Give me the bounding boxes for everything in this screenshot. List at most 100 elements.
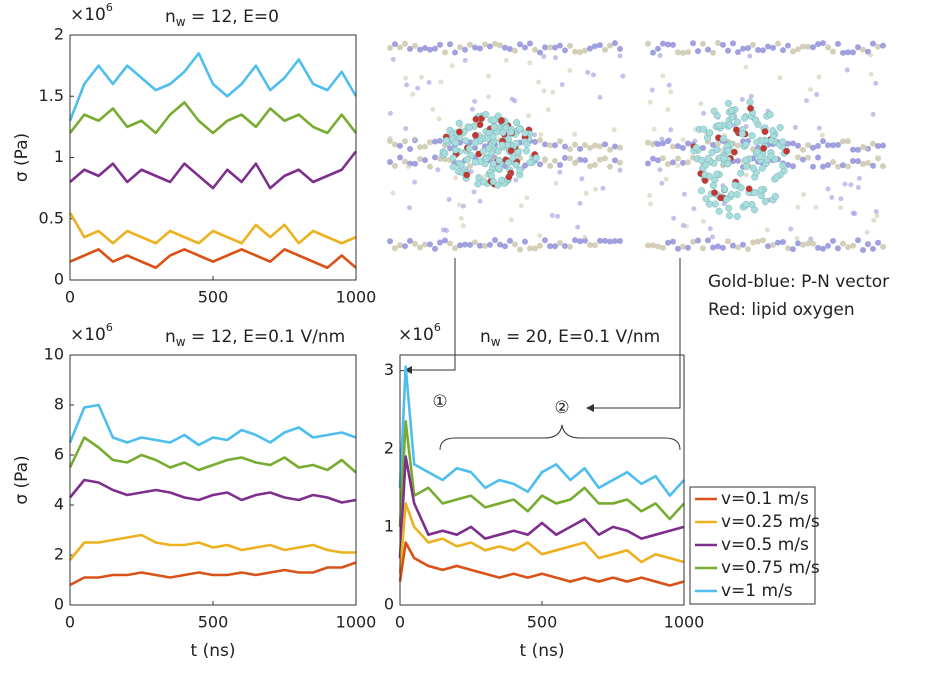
lipid-bead (477, 242, 483, 249)
lipid-bead (557, 42, 563, 49)
lipid-bead (660, 140, 666, 147)
lipid-bead (850, 146, 856, 153)
lipid-bead (417, 46, 423, 53)
lipid-bead (412, 179, 418, 185)
lipid-bead (497, 241, 503, 248)
water-bead (515, 125, 523, 133)
y-tick-label: 0 (54, 595, 64, 614)
lipid-bead (587, 241, 593, 248)
water-bead (728, 113, 736, 121)
lipid-bead (855, 44, 861, 51)
lipid-bead (403, 75, 409, 81)
lipid-bead (592, 242, 598, 249)
lipid-bead (825, 186, 831, 192)
lipid-bead (794, 235, 800, 241)
title-part: n (480, 327, 491, 347)
lipid-bead (562, 242, 568, 249)
lipid-bead (845, 163, 851, 170)
water-bead (452, 146, 460, 154)
lipid-bead (557, 169, 563, 175)
water-bead (715, 121, 723, 129)
lipid-bead (830, 158, 836, 165)
lipid-bead (819, 132, 825, 138)
lipid-bead (597, 42, 603, 49)
lipid-bead (579, 176, 585, 182)
lipid-bead (592, 43, 598, 50)
lipid-bead (547, 162, 553, 169)
lipid-bead (868, 71, 874, 77)
water-bead (724, 147, 732, 155)
lipid-bead (549, 212, 555, 218)
lipid-bead (452, 245, 458, 252)
lipid-bead (655, 243, 661, 250)
lipid-bead (770, 241, 776, 248)
y-tick-label: 2 (54, 25, 64, 44)
lipid-bead (532, 245, 538, 252)
x-axis-label: t (ns) (520, 641, 565, 661)
water-bead (692, 144, 700, 152)
lipid-bead (502, 243, 508, 250)
water-bead (507, 147, 515, 155)
lipid-bead (681, 191, 687, 197)
water-bead (490, 123, 498, 131)
lipid-bead (815, 142, 821, 149)
lipid-bead (840, 49, 846, 56)
lipid-bead (513, 177, 519, 183)
lipid-bead (387, 238, 393, 245)
lipid-bead (698, 101, 704, 107)
water-bead (474, 180, 482, 188)
lipid-bead (536, 79, 542, 85)
lipid-bead (517, 246, 523, 253)
multiplier-base: ×10 (398, 325, 434, 345)
lipid-bead (602, 155, 608, 162)
water-bead (495, 164, 503, 172)
lipid-bead (691, 206, 697, 212)
lipid-bead (790, 246, 796, 253)
y-tick-label: 0.5 (39, 208, 64, 227)
lipid-bead (582, 234, 588, 240)
lipid-bead (747, 53, 753, 59)
lipid-bead (432, 138, 438, 145)
lipid-bead (617, 144, 623, 151)
lipid-bead (390, 56, 396, 62)
lipid-bead (685, 159, 691, 166)
lipid-bead (390, 190, 396, 196)
lipid-bead (863, 146, 869, 152)
lipid-bead (739, 96, 745, 102)
lipid-bead (432, 154, 438, 161)
lipid-bead (411, 136, 417, 142)
lipid-bead (453, 175, 459, 181)
lipid-bead (402, 243, 408, 250)
lipid-bead (412, 160, 418, 167)
lipid-bead (800, 241, 806, 248)
lipid-bead (527, 40, 533, 47)
lipid-bead (550, 89, 556, 95)
lipid-bead (404, 82, 410, 88)
lipid-bead (660, 155, 666, 162)
lipid-bead (426, 79, 432, 85)
lipid-bead (417, 156, 423, 163)
lipid-bead (680, 223, 686, 229)
multiplier-exponent: 6 (434, 321, 441, 334)
water-bead (494, 147, 502, 155)
lipid-bead (680, 159, 686, 166)
lipid-bead (800, 146, 806, 153)
lipid-bead (392, 141, 398, 148)
data-line (398, 420, 685, 527)
lipid-bead (572, 141, 578, 148)
water-bead (465, 144, 473, 152)
lipid-bead (710, 49, 716, 56)
lipid-bead (402, 158, 408, 165)
lipid-bead (665, 107, 671, 113)
lipid-bead (743, 172, 749, 178)
lipid-bead (715, 243, 721, 250)
lipid-bead (537, 242, 543, 249)
lipid-bead (617, 45, 623, 52)
water-bead (441, 149, 449, 157)
lipid-bead (675, 49, 681, 56)
lipid-bead (387, 44, 393, 51)
lipid-bead (577, 49, 583, 56)
water-bead (512, 161, 520, 169)
lipid-bead (612, 40, 618, 47)
